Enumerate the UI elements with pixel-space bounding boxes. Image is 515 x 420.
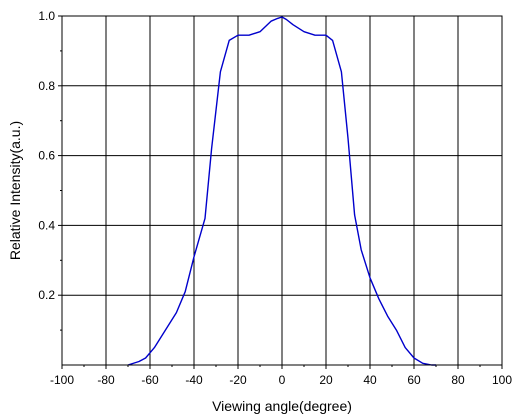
y-axis-title: Relative Intensity(a.u.)	[7, 121, 23, 260]
axis-ticks	[58, 15, 503, 369]
x-tick-label: 40	[363, 373, 377, 387]
x-axis-title: Viewing angle(degree)	[212, 398, 352, 414]
series-line	[127, 16, 436, 366]
x-tick-labels: -100 -80 -60 -40 -20 0 20 40 60 80 100	[50, 373, 512, 387]
x-tick-label: 20	[319, 373, 333, 387]
x-tick-label: -80	[97, 373, 115, 387]
y-tick-labels: 0.2 0.4 0.6 0.8 1.0	[38, 9, 55, 302]
x-tick-label: -40	[185, 373, 203, 387]
x-tick-label: 80	[451, 373, 465, 387]
x-tick-label: -100	[50, 373, 74, 387]
grid-lines	[62, 16, 502, 365]
y-tick-label: 0.6	[38, 149, 55, 163]
y-tick-label: 1.0	[38, 9, 55, 23]
y-tick-label: 0.8	[38, 79, 55, 93]
x-tick-label: 100	[492, 373, 512, 387]
x-tick-label: -60	[141, 373, 159, 387]
y-tick-label: 0.2	[38, 288, 55, 302]
y-tick-label: 0.4	[38, 218, 55, 232]
x-tick-label: 60	[407, 373, 421, 387]
plot-series	[127, 16, 436, 366]
x-tick-label: 0	[279, 373, 286, 387]
plot-frame	[61, 15, 503, 366]
x-tick-label: -20	[229, 373, 247, 387]
